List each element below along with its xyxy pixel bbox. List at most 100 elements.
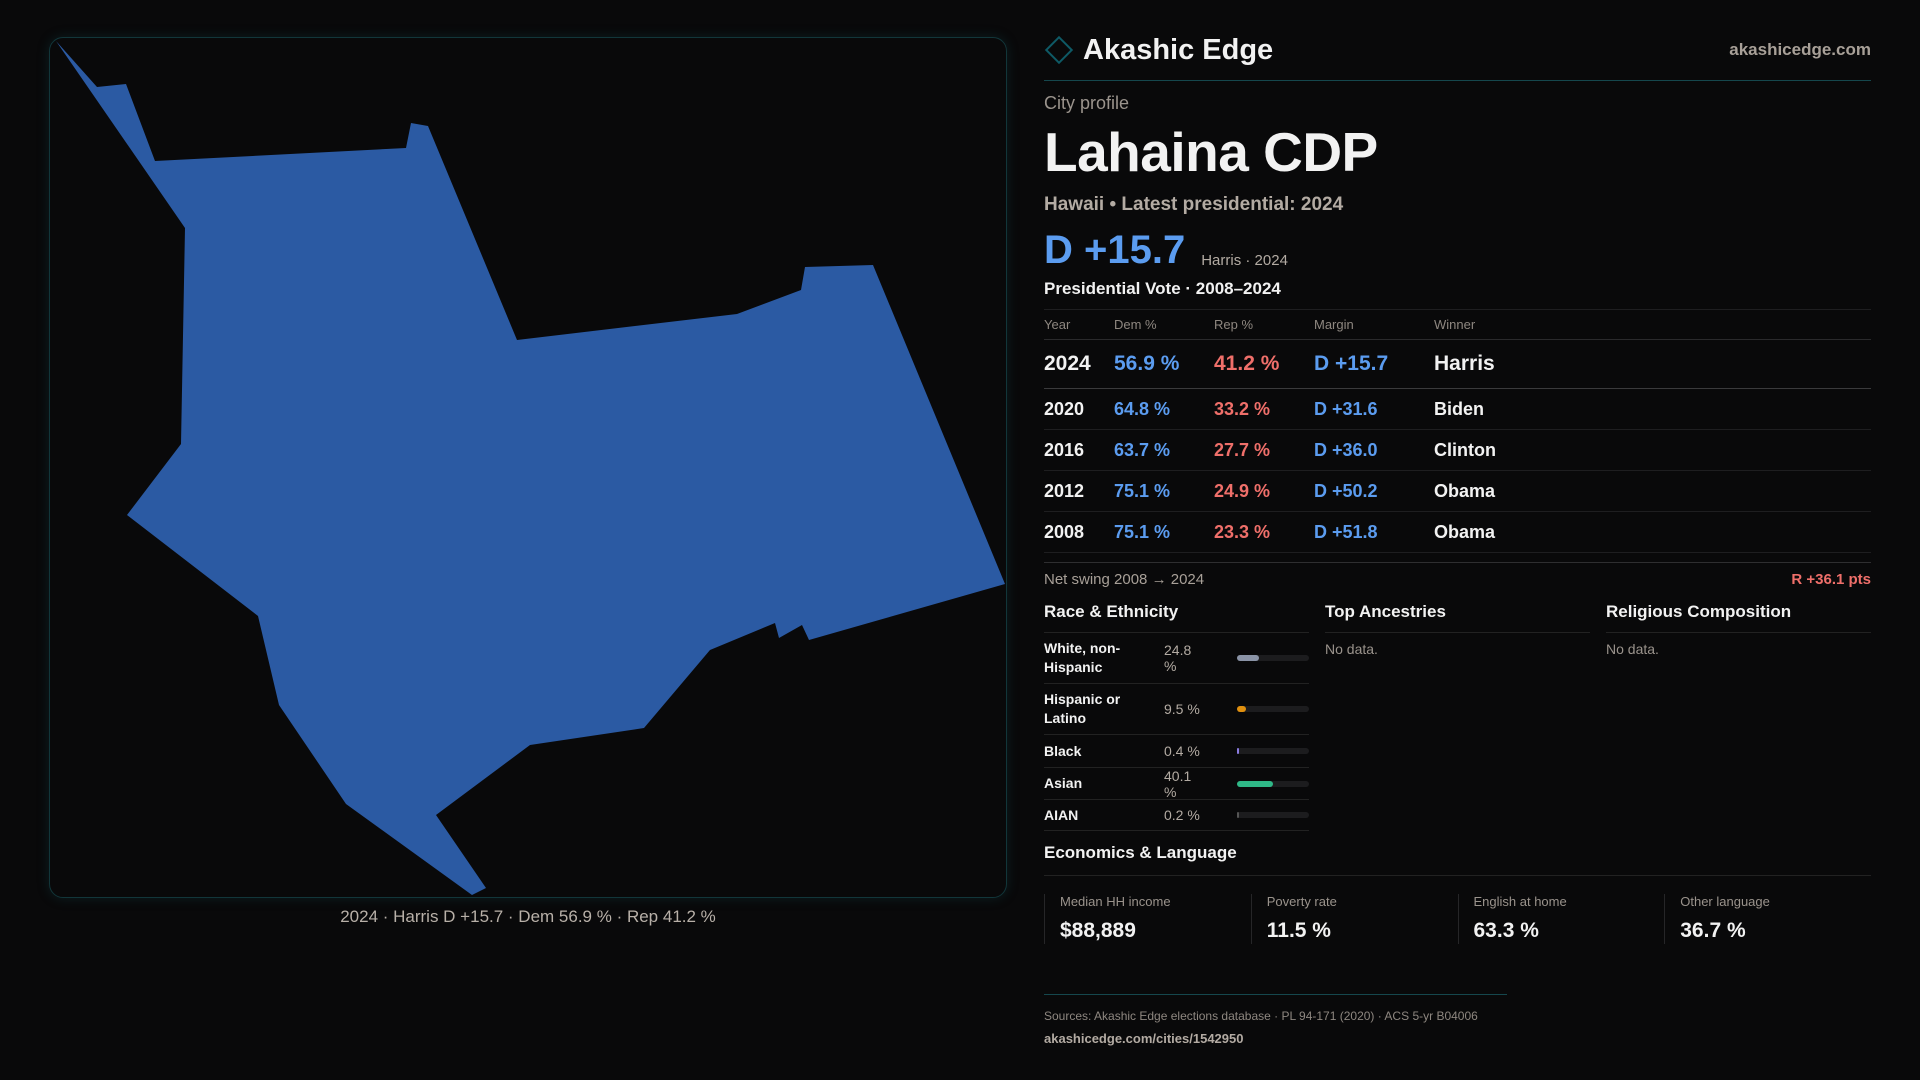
logo-diamond-icon (1044, 35, 1074, 65)
race-row: Asian 40.1 % (1044, 768, 1309, 800)
table-row: 2016 63.7 % 27.7 % D +36.0 Clinton (1044, 429, 1871, 471)
stat-card: Median HH income $88,889 (1044, 894, 1251, 944)
profile-panel: Akashic Edge akashicedge.com City profil… (1044, 30, 1871, 944)
race-bar-fill (1237, 780, 1274, 787)
cell-margin: D +15.7 (1314, 339, 1434, 389)
race-bar (1237, 706, 1309, 712)
col-dem: Dem % (1114, 309, 1214, 340)
cell-year: 2008 (1044, 511, 1114, 553)
vote-heading: Presidential Vote · 2008–2024 (1044, 279, 1281, 298)
race-bar (1237, 748, 1309, 754)
cell-margin: D +36.0 (1314, 429, 1434, 471)
cell-rep: 33.2 % (1214, 388, 1314, 430)
map-svg (56, 41, 1005, 895)
stat-value: 11.5 % (1266, 919, 1331, 942)
race-bar-fill (1237, 655, 1260, 661)
race-label: White, non-Hispanic (1044, 640, 1121, 675)
economics-stats: Median HH income $88,889 Poverty rate 11.5 … (1044, 894, 1871, 944)
stat-label: Other language (1680, 894, 1770, 909)
table-row: 2008 75.1 % 23.3 % D +51.8 Obama (1044, 511, 1871, 553)
religion-heading: Religious Composition (1606, 602, 1871, 633)
cell-dem: 75.1 % (1114, 511, 1214, 553)
brand-name[interactable]: Akashic Edge (1083, 33, 1274, 66)
race-heading: Race & Ethnicity (1044, 602, 1309, 633)
cell-dem: 75.1 % (1114, 470, 1214, 512)
table-row: 2024 56.9 % 41.2 % D +15.7 Harris (1044, 339, 1871, 389)
race-row: AIAN 0.2 % (1044, 800, 1309, 831)
map-caption: 2024 · Harris D +15.7 · Dem 56.9 % · Rep… (340, 907, 716, 926)
race-pct: 0.4 % (1164, 743, 1200, 759)
latest-margin: D +15.7 (1044, 228, 1186, 272)
cell-year: 2016 (1044, 429, 1114, 471)
col-rep: Rep % (1214, 309, 1314, 340)
race-row: Hispanic or Latino 9.5 % (1044, 684, 1309, 735)
cell-rep: 24.9 % (1214, 470, 1314, 512)
margin-note: Harris · 2024 (1201, 252, 1288, 269)
city-boundary-map[interactable] (49, 37, 1007, 898)
subtitle: Hawaii • Latest presidential: 2024 (1044, 194, 1344, 215)
race-pct: 0.2 % (1164, 807, 1200, 823)
cell-year: 2012 (1044, 470, 1114, 512)
cell-dem: 56.9 % (1114, 339, 1214, 389)
religion-section: Religious Composition No data. (1606, 602, 1871, 831)
stat-card: Other language 36.7 % (1664, 894, 1871, 944)
table-row: 2012 75.1 % 24.9 % D +50.2 Obama (1044, 470, 1871, 512)
page-url-link[interactable]: akashicedge.com/cities/1542950 (1044, 1031, 1244, 1046)
race-bar-fill (1237, 706, 1246, 712)
race-pct: 24.8 % (1164, 642, 1192, 674)
economics-heading: Economics & Language (1044, 843, 1871, 876)
cell-winner: Clinton (1434, 429, 1871, 471)
cell-winner: Obama (1434, 511, 1871, 553)
race-pct: 40.1 % (1164, 767, 1192, 800)
site-link[interactable]: akashicedge.com (1729, 40, 1871, 59)
sources: Sources: Akashic Edge elections database… (1044, 1009, 1478, 1023)
footer: Sources: Akashic Edge elections database… (1044, 994, 1507, 1046)
page-title: Lahaina CDP (1044, 121, 1378, 183)
cell-dem: 63.7 % (1114, 429, 1214, 471)
cell-winner: Harris (1434, 339, 1871, 389)
religion-empty: No data. (1606, 641, 1659, 657)
cell-rep: 27.7 % (1214, 429, 1314, 471)
race-label: AIAN (1044, 806, 1079, 823)
race-bar (1237, 780, 1309, 787)
race-label: Black (1044, 742, 1082, 759)
cell-rep: 41.2 % (1214, 339, 1314, 389)
vote-table: Year Dem % Rep % Margin Winner 2024 56.9 … (1044, 309, 1871, 553)
stat-label: Median HH income (1060, 894, 1171, 909)
ancestries-heading: Top Ancestries (1325, 602, 1590, 633)
col-margin: Margin (1314, 309, 1434, 340)
swing-label: Net swing 2008 → 2024 (1044, 571, 1205, 588)
stat-value: 63.3 % (1473, 919, 1539, 942)
stat-card: English at home 63.3 % (1457, 894, 1665, 944)
stat-label: Poverty rate (1266, 894, 1337, 909)
ancestries-empty: No data. (1325, 641, 1378, 657)
ancestries-section: Top Ancestries No data. (1325, 602, 1590, 831)
race-bar (1237, 812, 1309, 818)
race-label: Hispanic or Latino (1044, 691, 1121, 726)
swing-value: R +36.1 pts (1791, 571, 1871, 588)
kicker: City profile (1044, 93, 1130, 113)
race-bar (1237, 655, 1309, 661)
race-section: Race & Ethnicity White, non-Hispanic 24.8… (1044, 602, 1309, 831)
net-swing: Net swing 2008 → 2024 R +36.1 pts (1044, 562, 1871, 588)
cell-winner: Obama (1434, 470, 1871, 512)
divider (1044, 80, 1871, 81)
cell-year: 2024 (1044, 339, 1114, 389)
race-bar-fill (1237, 748, 1239, 754)
race-label: Asian (1044, 775, 1083, 791)
table-row: 2020 64.8 % 33.2 % D +31.6 Biden (1044, 388, 1871, 430)
race-bar-fill (1237, 812, 1239, 818)
race-row: Black 0.4 % (1044, 735, 1309, 768)
col-winner: Winner (1434, 309, 1871, 340)
stat-value: $88,889 (1060, 919, 1136, 942)
cell-dem: 64.8 % (1114, 388, 1214, 430)
city-boundary-shape (56, 41, 1005, 895)
col-year: Year (1044, 309, 1114, 340)
cell-winner: Biden (1434, 388, 1871, 430)
stat-value: 36.7 % (1680, 919, 1746, 942)
stat-card: Poverty rate 11.5 % (1250, 894, 1458, 944)
cell-margin: D +31.6 (1314, 388, 1434, 430)
race-pct: 9.5 % (1164, 701, 1200, 717)
cell-rep: 23.3 % (1214, 511, 1314, 553)
header: Akashic Edge akashicedge.com (1044, 30, 1871, 70)
